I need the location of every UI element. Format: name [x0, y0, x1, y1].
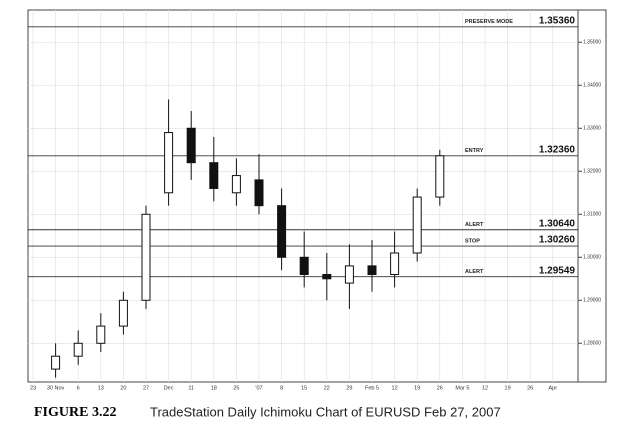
y-tick-label: 1.28000: [583, 341, 601, 347]
y-tick-label: 1.34000: [583, 83, 601, 89]
level-value: 1.35360: [539, 15, 576, 26]
y-tick-label: 1.35000: [583, 40, 601, 46]
x-tick-label: 27: [143, 385, 149, 391]
y-tick-label: 1.31000: [583, 212, 601, 218]
plot-frame: [27, 9, 607, 383]
x-tick-label: 19: [505, 385, 511, 391]
x-tick-label: 8: [280, 385, 283, 391]
figure-label: FIGURE 3.22: [34, 405, 116, 420]
level-name: ALERT: [465, 222, 484, 228]
candle-body: [209, 162, 219, 189]
level-name: PRESERVE MODE: [465, 19, 513, 25]
candle-body: [412, 196, 422, 254]
candle-body: [299, 256, 309, 275]
level-name: ENTRY: [465, 148, 484, 154]
y-tick-label: 1.32000: [583, 169, 601, 175]
x-tick-label: 6: [77, 385, 80, 391]
level-name: ALERT: [465, 269, 484, 275]
candle-body: [277, 205, 287, 258]
y-tick-label: 1.30000: [583, 255, 601, 261]
candle-body: [51, 355, 61, 370]
x-tick-label: 25: [233, 385, 239, 391]
candle-body: [344, 265, 354, 284]
candle-body: [96, 325, 106, 344]
candle-body: [186, 127, 196, 164]
level-value: 1.29549: [539, 265, 576, 276]
candle-body: [141, 213, 151, 301]
x-tick-label: 12: [482, 385, 488, 391]
x-tick-label: 20: [120, 385, 126, 391]
x-tick-label: 30 Nov: [47, 385, 65, 391]
level-value: 1.30640: [539, 218, 576, 229]
x-tick-label: 15: [301, 385, 307, 391]
x-tick-label: Mar 5: [455, 385, 469, 391]
candle-body: [164, 132, 174, 194]
x-tick-label: '07: [255, 385, 262, 391]
candle-body: [435, 155, 445, 198]
x-tick-label: Dec: [164, 385, 174, 391]
x-tick-label: 26: [437, 385, 443, 391]
level-name: STOP: [465, 239, 480, 245]
candle-body: [254, 179, 264, 207]
level-value: 1.30260: [539, 235, 576, 246]
x-tick-label: 29: [346, 385, 352, 391]
candle-body: [73, 342, 83, 357]
y-tick-label: 1.33000: [583, 126, 601, 132]
candle-body: [390, 252, 400, 275]
candle-body: [118, 299, 128, 327]
x-tick-label: 19: [414, 385, 420, 391]
x-tick-label: 23: [30, 385, 36, 391]
level-value: 1.32360: [539, 144, 576, 155]
candle-body: [322, 273, 332, 280]
x-tick-label: Apr: [549, 385, 558, 391]
x-tick-label: 11: [188, 385, 194, 391]
caption: TradeStation Daily Ichimoku Chart of EUR…: [150, 404, 501, 419]
x-tick-label: 18: [211, 385, 217, 391]
x-tick-label: 26: [527, 385, 533, 391]
x-tick-label: Feb 5: [365, 385, 379, 391]
x-tick-label: 12: [392, 385, 398, 391]
y-tick-label: 1.29000: [583, 298, 601, 304]
x-tick-label: 13: [98, 385, 104, 391]
x-tick-label: 22: [324, 385, 330, 391]
candle-body: [367, 265, 377, 275]
candle-body: [231, 175, 241, 194]
